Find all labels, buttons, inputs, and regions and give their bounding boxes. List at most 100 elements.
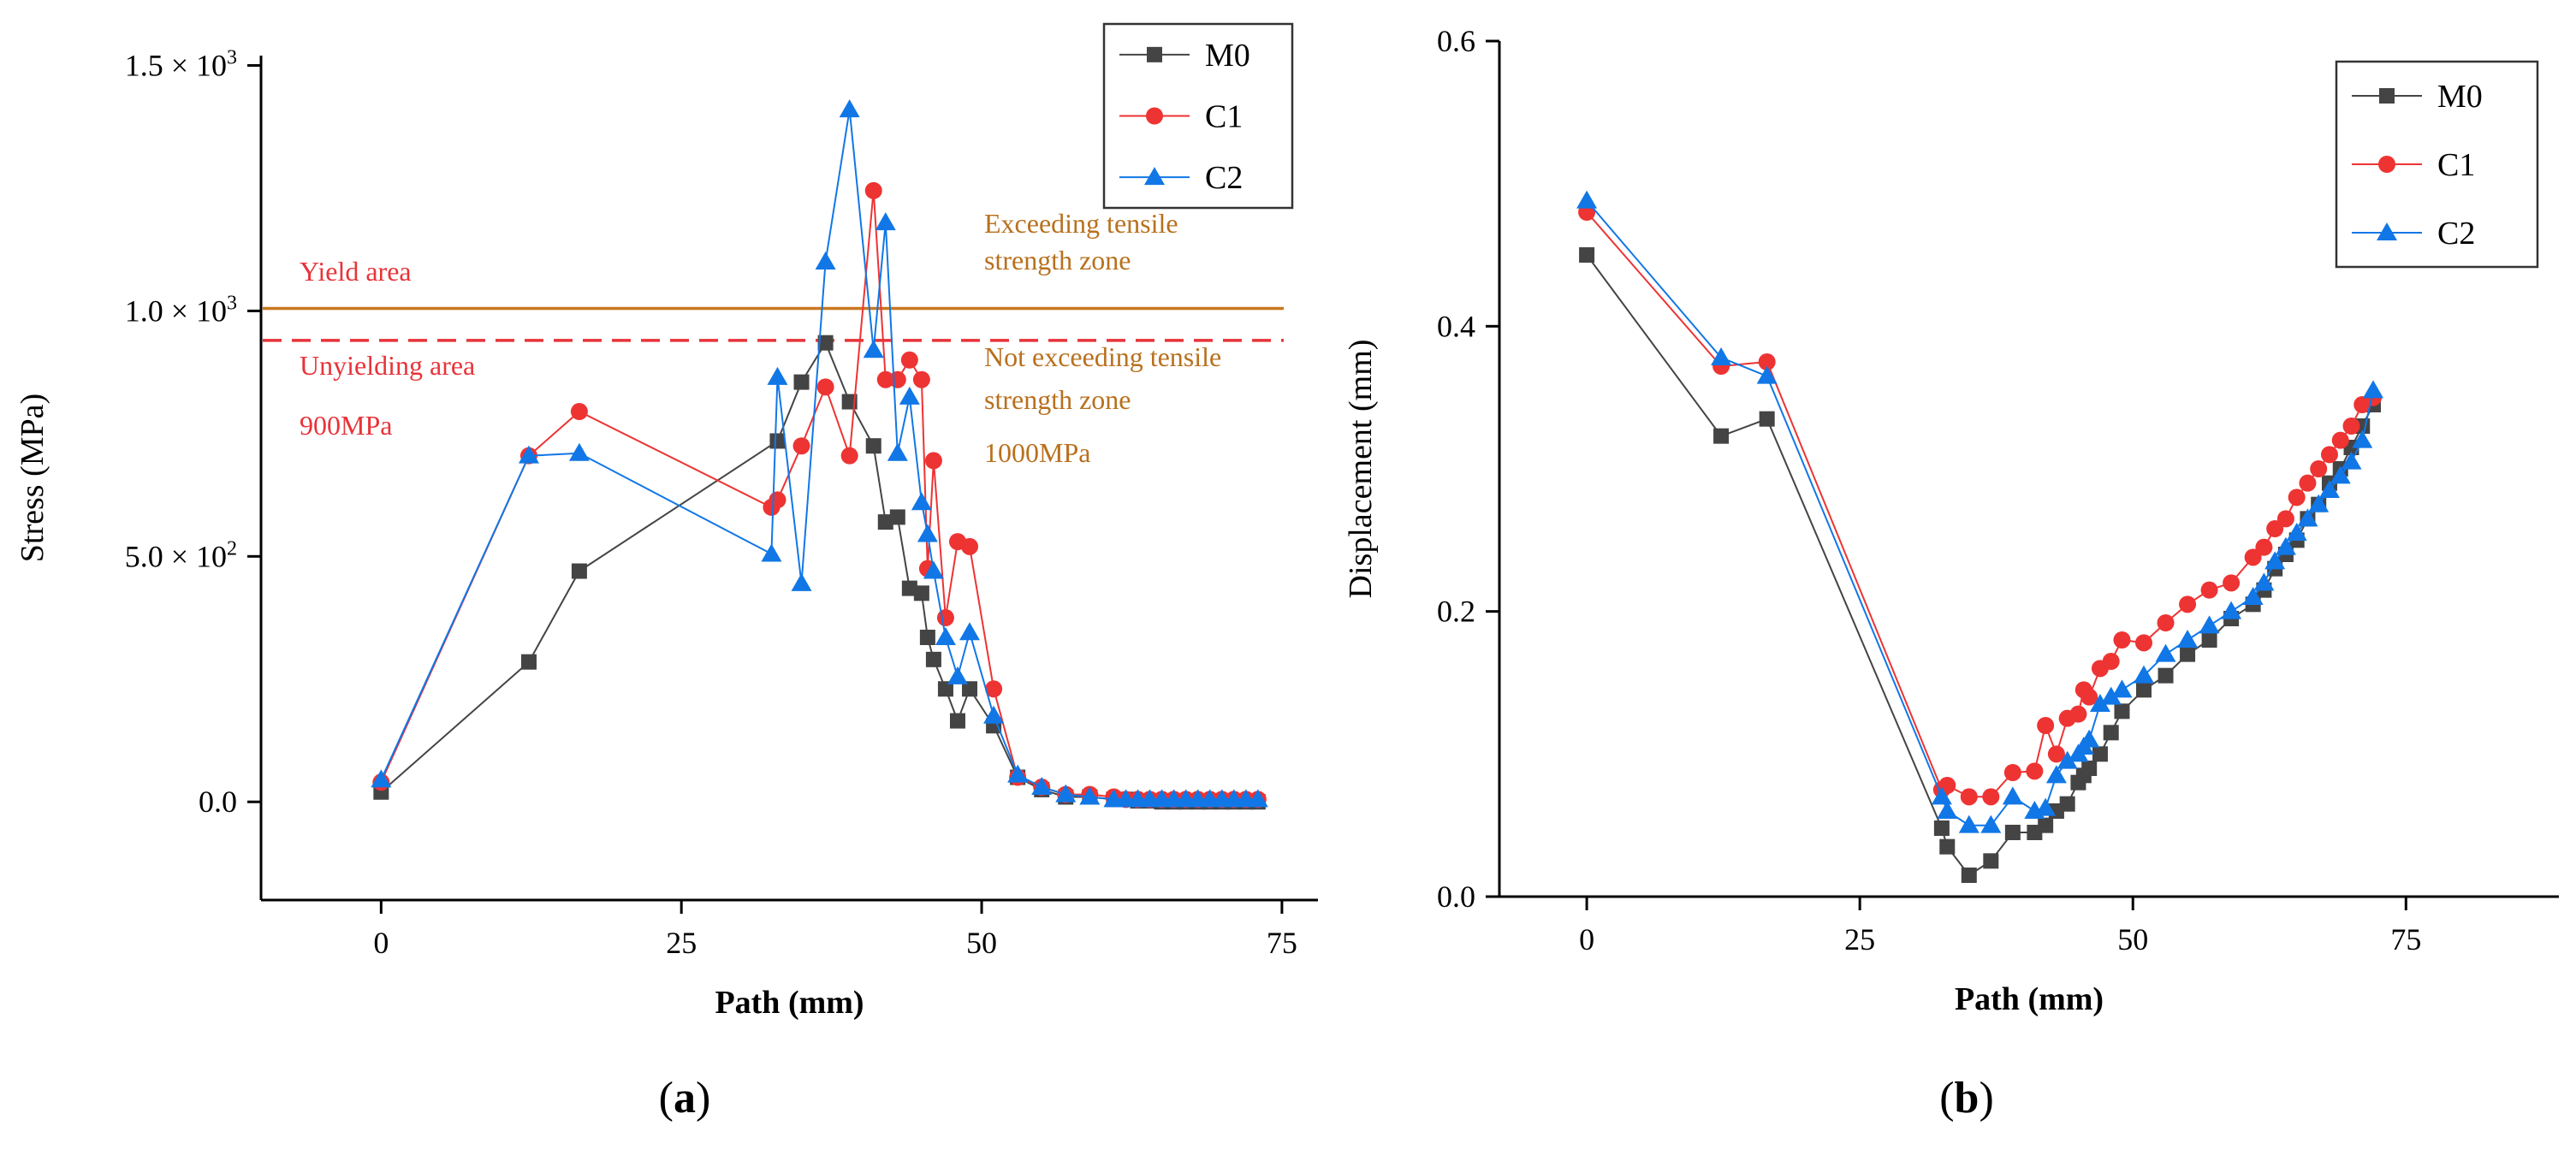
panel-a-series-M0-point (793, 374, 810, 390)
panel-b-displacement-chart: 0 25 50 75 0.0 0.2 0.4 0.6 Path (mm) Displacement… (1343, 24, 2559, 1122)
panel-b-series-C2-point (2057, 750, 2078, 769)
panel-a-series-C1-point (961, 537, 979, 555)
panel-a-series-C2-point (923, 560, 944, 579)
panel-b-series-C1-point (2102, 653, 2120, 670)
panel-b-series-C2-point (2264, 551, 2286, 570)
panel-b-series-C2-point (2253, 572, 2275, 591)
panel-a-series-M0-point (877, 514, 893, 530)
panel-b-series-C1-line (1586, 211, 2374, 798)
panel-b-series-C1-point (2135, 634, 2153, 652)
panel-a-stress-chart: 0 25 50 75 0.0 5.0 × 102 1.0 × 103 1.5 × 103 Pat… (15, 22, 1318, 1122)
panel-a-x-tick-label: 25 (666, 926, 697, 960)
panel-b-series-C2-point (2341, 451, 2362, 470)
not-exceeding-zone-label-line2: strength zone (984, 384, 1131, 415)
panel-b-series-C1-point (2244, 548, 2262, 566)
panel-a-series-C2-point (911, 492, 932, 511)
panel-a-x-axis-title: Path (mm) (715, 985, 864, 1021)
panel-b-series-M0-point (1713, 428, 1730, 444)
panel-b-series-C2-point (2242, 587, 2264, 605)
panel-b-series-C1-point (2003, 764, 2021, 781)
panel-b-series-C1-point (1758, 353, 1776, 370)
panel-b-series-C1-point (2047, 745, 2065, 763)
panel-b-series-M0-point (2201, 632, 2217, 648)
panel-b-series-C1-point (2320, 446, 2338, 464)
panel-a-y-axis-title: Stress (MPa) (15, 394, 50, 562)
panel-a-y-tick-label: 5.0 × 102 (125, 537, 237, 573)
panel-b-series-C2-point (2286, 523, 2307, 541)
panel-a-series-C2-point (791, 572, 812, 591)
panel-a-series-C2-point (518, 445, 539, 464)
panel-b-series-M0-point (2180, 646, 2196, 662)
panel-b-series-C1-point (2037, 717, 2055, 734)
panel-b-x-tick-label: 75 (2390, 922, 2421, 957)
panel-a-series-C1-point (888, 370, 906, 388)
panel-b-series-C1-point (2157, 614, 2175, 631)
panel-b-series-C2-point (1756, 365, 1778, 384)
panel-b-legend-marker-C2 (2377, 222, 2397, 240)
panel-a-series-M0-point (962, 681, 978, 697)
panel-a-series-C1-point (876, 370, 894, 388)
panel-a-series-C2-point (1247, 789, 1268, 808)
panel-a-series-C2-point (983, 705, 1005, 724)
panel-b-series-C1-point (2179, 595, 2197, 613)
panel-b-series-C1-point (1960, 788, 1978, 806)
panel-a-series-M0-point (817, 335, 834, 351)
panel-b-y-tick-label: 0.2 (1437, 595, 1475, 629)
panel-a-series-C2-point (1007, 764, 1029, 783)
panel-a-y-tick-label: 1.5 × 103 (125, 46, 237, 82)
panel-a-series-C1-point (792, 437, 810, 455)
panel-a-label: (a) (659, 1074, 711, 1122)
panel-a-series-C2-point (947, 666, 968, 684)
panel-a-series-M0-point (769, 433, 786, 449)
panel-a-series-M0-point (889, 509, 905, 525)
panel-b-series-M0-point (1759, 411, 1775, 427)
panel-b-series-C1-point (2342, 418, 2360, 435)
not-exceeding-zone-label: Not exceeding tensile (984, 341, 1221, 372)
panel-a-series-C2-point (568, 442, 590, 461)
panel-b-legend-label-M0: M0 (2437, 79, 2483, 115)
panel-a-series-C2-point (1055, 784, 1077, 803)
panel-a-series-C1-point (769, 491, 786, 509)
panel-b-series-C2-point (2002, 786, 2023, 805)
tensile-value-label: 1000MPa (984, 437, 1090, 468)
panel-b-series-C2-point (1937, 801, 1958, 819)
panel-b-label: (b) (1939, 1074, 1994, 1122)
panel-a-series-C2-point (935, 626, 956, 645)
panel-b-series-M0-point (2092, 746, 2108, 762)
panel-a-series-C2-point (767, 366, 788, 385)
panel-a-series-M0-point (901, 580, 917, 596)
panel-a-series-C1-point (816, 378, 834, 396)
panel-b-series-C2-point (2035, 797, 2057, 816)
panel-b-series-C2-point (2318, 480, 2340, 498)
panel-b-series-C2-point (1958, 814, 1979, 833)
panel-b-series-C2-point (1711, 347, 1732, 365)
panel-b-series-C1-point (2310, 460, 2328, 477)
panel-b-series-C2-point (2308, 494, 2330, 512)
panel-a-series-C2-point (863, 340, 884, 358)
panel-a-series-C2-point (815, 252, 836, 270)
panel-b-series-C2-point (2134, 665, 2155, 684)
panel-b-series-C2-line (1586, 200, 2374, 826)
exceeding-zone-label: Exceeding tensile (984, 208, 1178, 239)
panel-b-series-C2-point (2221, 601, 2242, 619)
panel-b-legend-label-C2: C2 (2437, 216, 2475, 252)
panel-a-series-C1-point (936, 609, 954, 627)
panel-b-series-M0-point (2081, 761, 2098, 776)
panel-b-series-C2-point (1931, 786, 1952, 805)
panel-b-legend-label-C1: C1 (2437, 147, 2475, 183)
exceeding-zone-label-line2: strength zone (984, 245, 1131, 275)
panel-b-legend-marker-C1 (2378, 156, 2395, 173)
panel-b-series-C1-point (2288, 489, 2306, 506)
panel-b-series-M0-point (2158, 667, 2174, 684)
yield-value-label: 900MPa (300, 410, 392, 441)
panel-b-series-M0-point (1939, 838, 1956, 855)
panel-a-series-M0-point (520, 654, 537, 670)
panel-b-series-M0-point (2038, 817, 2054, 833)
panel-a-legend-marker-M0 (1147, 46, 1162, 62)
panel-a-series-M0-point (913, 585, 929, 601)
panel-b-series-M0-point (2114, 703, 2130, 720)
panel-b-series-M0-point (2136, 682, 2152, 698)
panel-b-y-tick-label: 0.6 (1437, 24, 1475, 58)
panel-b-series-C2-point (2100, 686, 2122, 705)
panel-b-y-tick-label: 0.0 (1437, 880, 1475, 914)
